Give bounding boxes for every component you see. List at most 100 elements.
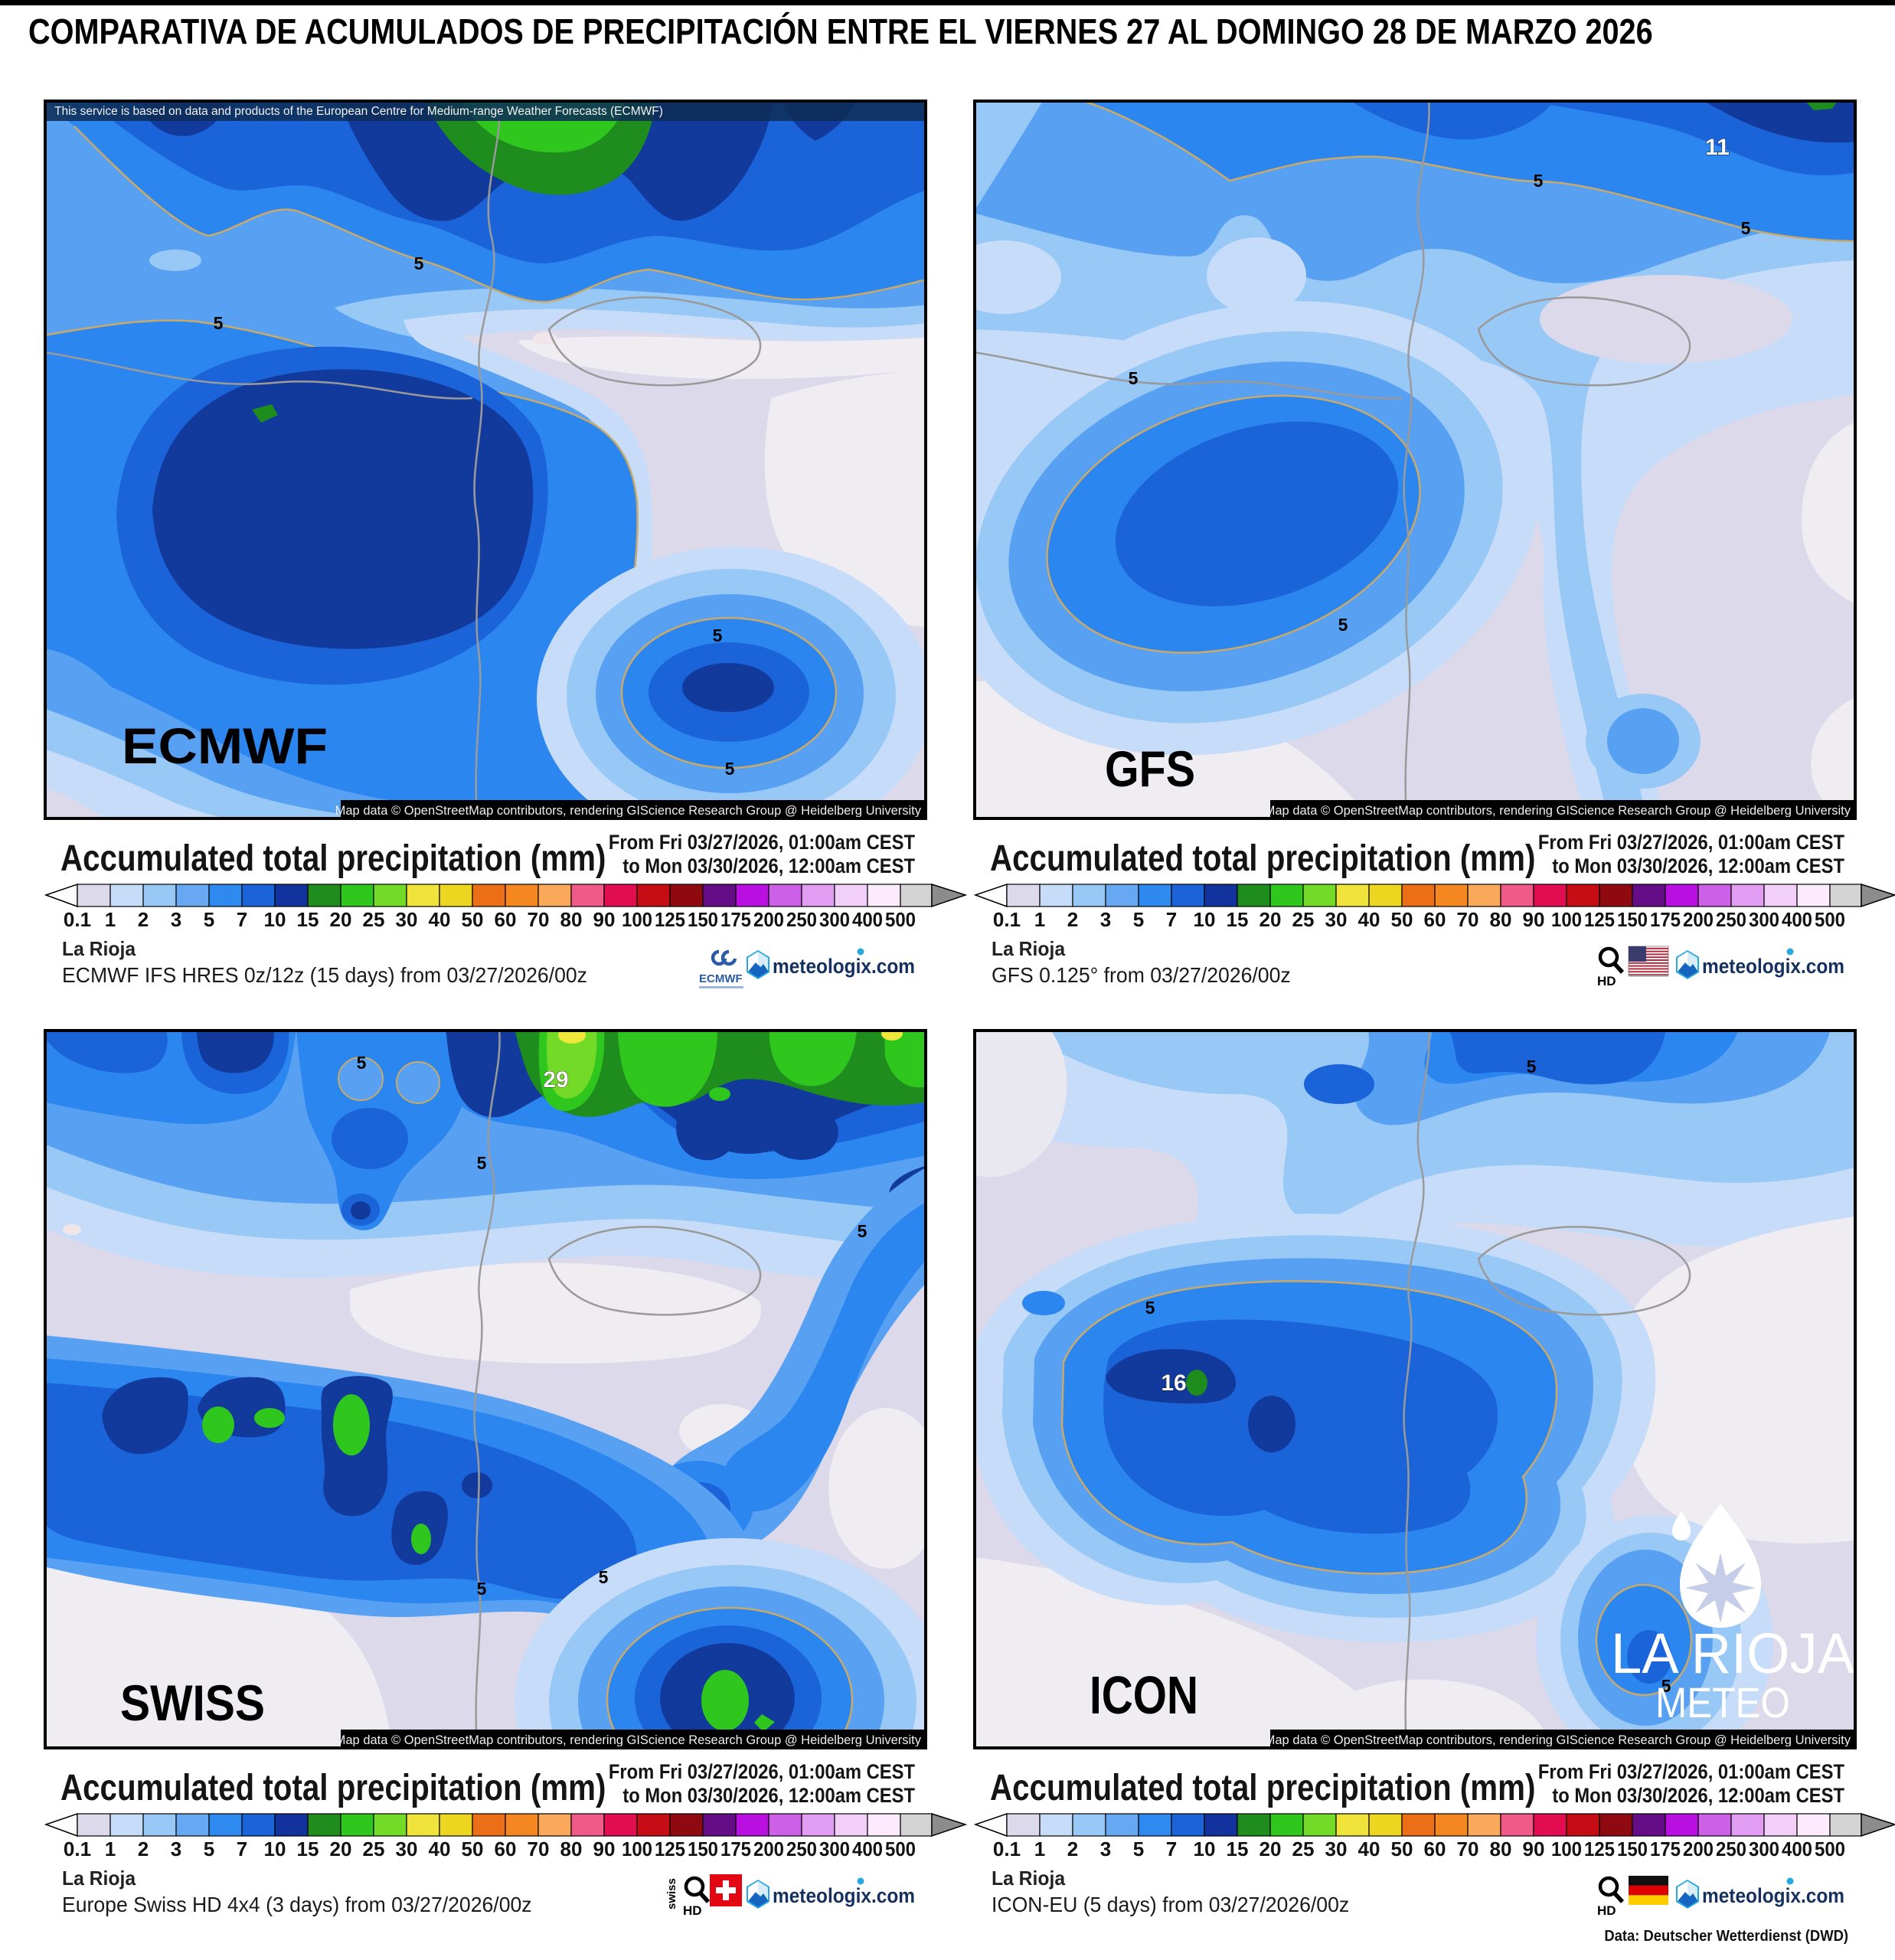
svg-text:meteologix.com: meteologix.com bbox=[773, 955, 915, 978]
svg-text:20: 20 bbox=[1260, 908, 1282, 931]
svg-text:5: 5 bbox=[357, 1053, 367, 1073]
svg-text:50: 50 bbox=[1391, 1838, 1413, 1860]
svg-text:5: 5 bbox=[1527, 1057, 1537, 1076]
svg-text:This service is based on data: This service is based on data and produc… bbox=[54, 105, 663, 118]
svg-text:ECMWF: ECMWF bbox=[699, 972, 743, 985]
svg-text:10: 10 bbox=[1194, 1838, 1216, 1860]
svg-text:15: 15 bbox=[1227, 1838, 1249, 1860]
svg-text:GFS: GFS bbox=[1105, 740, 1195, 797]
svg-text:5: 5 bbox=[1338, 615, 1348, 635]
svg-text:50: 50 bbox=[1391, 908, 1413, 931]
svg-text:200: 200 bbox=[1683, 908, 1714, 931]
svg-text:5: 5 bbox=[599, 1567, 609, 1587]
svg-text:15: 15 bbox=[297, 1838, 319, 1860]
svg-text:HD: HD bbox=[1597, 1903, 1616, 1918]
svg-text:400: 400 bbox=[852, 1838, 883, 1860]
svg-text:70: 70 bbox=[1457, 908, 1479, 931]
svg-text:LA RIOJA: LA RIOJA bbox=[1611, 1622, 1855, 1685]
svg-text:HD: HD bbox=[683, 1903, 702, 1918]
svg-text:100: 100 bbox=[622, 908, 652, 931]
svg-text:60: 60 bbox=[1424, 1838, 1446, 1860]
svg-text:80: 80 bbox=[560, 908, 583, 931]
svg-text:5: 5 bbox=[1129, 368, 1139, 388]
svg-text:ICON: ICON bbox=[1090, 1665, 1198, 1725]
svg-text:3: 3 bbox=[1100, 908, 1111, 931]
svg-text:150: 150 bbox=[688, 908, 718, 931]
svg-text:0.1: 0.1 bbox=[993, 1838, 1021, 1860]
svg-text:50: 50 bbox=[462, 1838, 484, 1860]
svg-text:300: 300 bbox=[1749, 908, 1779, 931]
svg-text:100: 100 bbox=[1551, 1838, 1582, 1860]
svg-text:2: 2 bbox=[1067, 908, 1078, 931]
svg-text:500: 500 bbox=[1815, 908, 1845, 931]
svg-text:Map data © OpenStreetMap contr: Map data © OpenStreetMap contributors, r… bbox=[1265, 1733, 1851, 1747]
svg-text:swiss: swiss bbox=[665, 1878, 678, 1909]
svg-text:30: 30 bbox=[396, 1838, 418, 1860]
svg-text:500: 500 bbox=[1815, 1838, 1845, 1860]
svg-text:200: 200 bbox=[1683, 1838, 1714, 1860]
svg-text:10: 10 bbox=[264, 908, 286, 931]
svg-text:5: 5 bbox=[1145, 1298, 1155, 1318]
svg-text:5: 5 bbox=[1741, 218, 1751, 238]
svg-text:2: 2 bbox=[138, 908, 149, 931]
svg-text:0.1: 0.1 bbox=[993, 908, 1021, 931]
svg-text:METEO: METEO bbox=[1655, 1678, 1790, 1726]
svg-text:400: 400 bbox=[1782, 908, 1812, 931]
svg-text:2: 2 bbox=[1067, 1838, 1078, 1860]
svg-text:100: 100 bbox=[622, 1838, 652, 1860]
svg-text:60: 60 bbox=[1424, 908, 1446, 931]
svg-text:70: 70 bbox=[528, 908, 550, 931]
svg-text:40: 40 bbox=[429, 908, 451, 931]
svg-text:150: 150 bbox=[1617, 1838, 1648, 1860]
svg-text:10: 10 bbox=[1194, 908, 1216, 931]
svg-text:200: 200 bbox=[753, 908, 784, 931]
svg-text:30: 30 bbox=[396, 908, 418, 931]
svg-text:60: 60 bbox=[495, 908, 517, 931]
svg-text:175: 175 bbox=[1650, 908, 1681, 931]
svg-text:20: 20 bbox=[330, 1838, 352, 1860]
svg-text:meteologix.com: meteologix.com bbox=[1702, 1884, 1844, 1907]
svg-text:10: 10 bbox=[264, 1838, 286, 1860]
svg-text:175: 175 bbox=[1650, 1838, 1681, 1860]
svg-text:25: 25 bbox=[1292, 908, 1315, 931]
svg-text:150: 150 bbox=[688, 1838, 718, 1860]
svg-text:Map data © OpenStreetMap contr: Map data © OpenStreetMap contributors, r… bbox=[335, 1733, 922, 1747]
svg-text:90: 90 bbox=[593, 1838, 616, 1860]
svg-text:70: 70 bbox=[528, 1838, 550, 1860]
svg-text:250: 250 bbox=[786, 1838, 817, 1860]
svg-text:300: 300 bbox=[819, 908, 850, 931]
svg-text:20: 20 bbox=[330, 908, 352, 931]
svg-text:175: 175 bbox=[720, 1838, 751, 1860]
svg-text:7: 7 bbox=[237, 908, 247, 931]
svg-text:5: 5 bbox=[1534, 171, 1544, 191]
svg-text:1: 1 bbox=[105, 908, 116, 931]
svg-text:500: 500 bbox=[885, 1838, 916, 1860]
svg-text:300: 300 bbox=[819, 1838, 850, 1860]
svg-text:15: 15 bbox=[1227, 908, 1249, 931]
svg-text:80: 80 bbox=[1490, 1838, 1512, 1860]
svg-text:29: 29 bbox=[543, 1067, 568, 1093]
svg-text:16: 16 bbox=[1161, 1370, 1186, 1396]
svg-text:15: 15 bbox=[297, 908, 319, 931]
svg-text:250: 250 bbox=[786, 908, 817, 931]
svg-text:20: 20 bbox=[1260, 1838, 1282, 1860]
svg-text:90: 90 bbox=[593, 908, 616, 931]
svg-text:30: 30 bbox=[1325, 908, 1348, 931]
svg-text:40: 40 bbox=[1358, 1838, 1380, 1860]
svg-text:400: 400 bbox=[1782, 1838, 1812, 1860]
svg-text:SWISS: SWISS bbox=[120, 1674, 265, 1731]
svg-text:80: 80 bbox=[560, 1838, 583, 1860]
svg-text:1: 1 bbox=[1034, 908, 1045, 931]
svg-text:125: 125 bbox=[1584, 1838, 1615, 1860]
svg-text:300: 300 bbox=[1749, 1838, 1779, 1860]
svg-text:25: 25 bbox=[363, 908, 385, 931]
svg-text:400: 400 bbox=[852, 908, 883, 931]
svg-text:500: 500 bbox=[885, 908, 916, 931]
svg-text:1: 1 bbox=[1034, 1838, 1045, 1860]
svg-text:1: 1 bbox=[105, 1838, 116, 1860]
svg-text:25: 25 bbox=[1292, 1838, 1315, 1860]
svg-text:250: 250 bbox=[1716, 908, 1746, 931]
svg-text:90: 90 bbox=[1523, 1838, 1545, 1860]
svg-text:0.1: 0.1 bbox=[64, 908, 91, 931]
svg-text:5: 5 bbox=[477, 1579, 487, 1599]
